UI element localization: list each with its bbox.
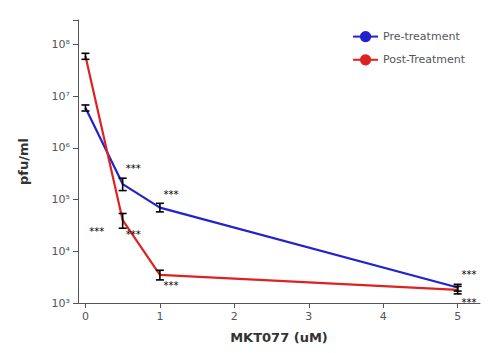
svg-text:***: *** [164, 280, 179, 291]
svg-text:pfu/ml: pfu/ml [16, 138, 31, 185]
svg-text:***: *** [461, 269, 476, 280]
svg-text:Post-Treatment: Post-Treatment [383, 53, 466, 66]
svg-text:2: 2 [231, 310, 238, 323]
svg-text:***: *** [126, 163, 141, 174]
svg-text:Pre-treatment: Pre-treatment [383, 30, 460, 43]
svg-text:MKT077 (uM): MKT077 (uM) [230, 330, 328, 345]
svg-text:***: *** [126, 229, 141, 240]
svg-text:10³: 10³ [52, 297, 70, 310]
svg-text:10⁴: 10⁴ [52, 245, 71, 258]
svg-text:5: 5 [454, 310, 461, 323]
svg-text:3: 3 [305, 310, 312, 323]
svg-text:***: *** [461, 297, 476, 308]
svg-text:10⁷: 10⁷ [52, 90, 70, 103]
svg-text:4: 4 [380, 310, 387, 323]
svg-text:***: *** [89, 226, 104, 237]
svg-text:***: *** [164, 189, 179, 200]
svg-text:10⁵: 10⁵ [52, 193, 70, 206]
svg-text:1: 1 [156, 310, 163, 323]
svg-text:10⁶: 10⁶ [52, 141, 71, 154]
svg-text:10⁸: 10⁸ [52, 38, 71, 51]
svg-text:0: 0 [82, 310, 89, 323]
